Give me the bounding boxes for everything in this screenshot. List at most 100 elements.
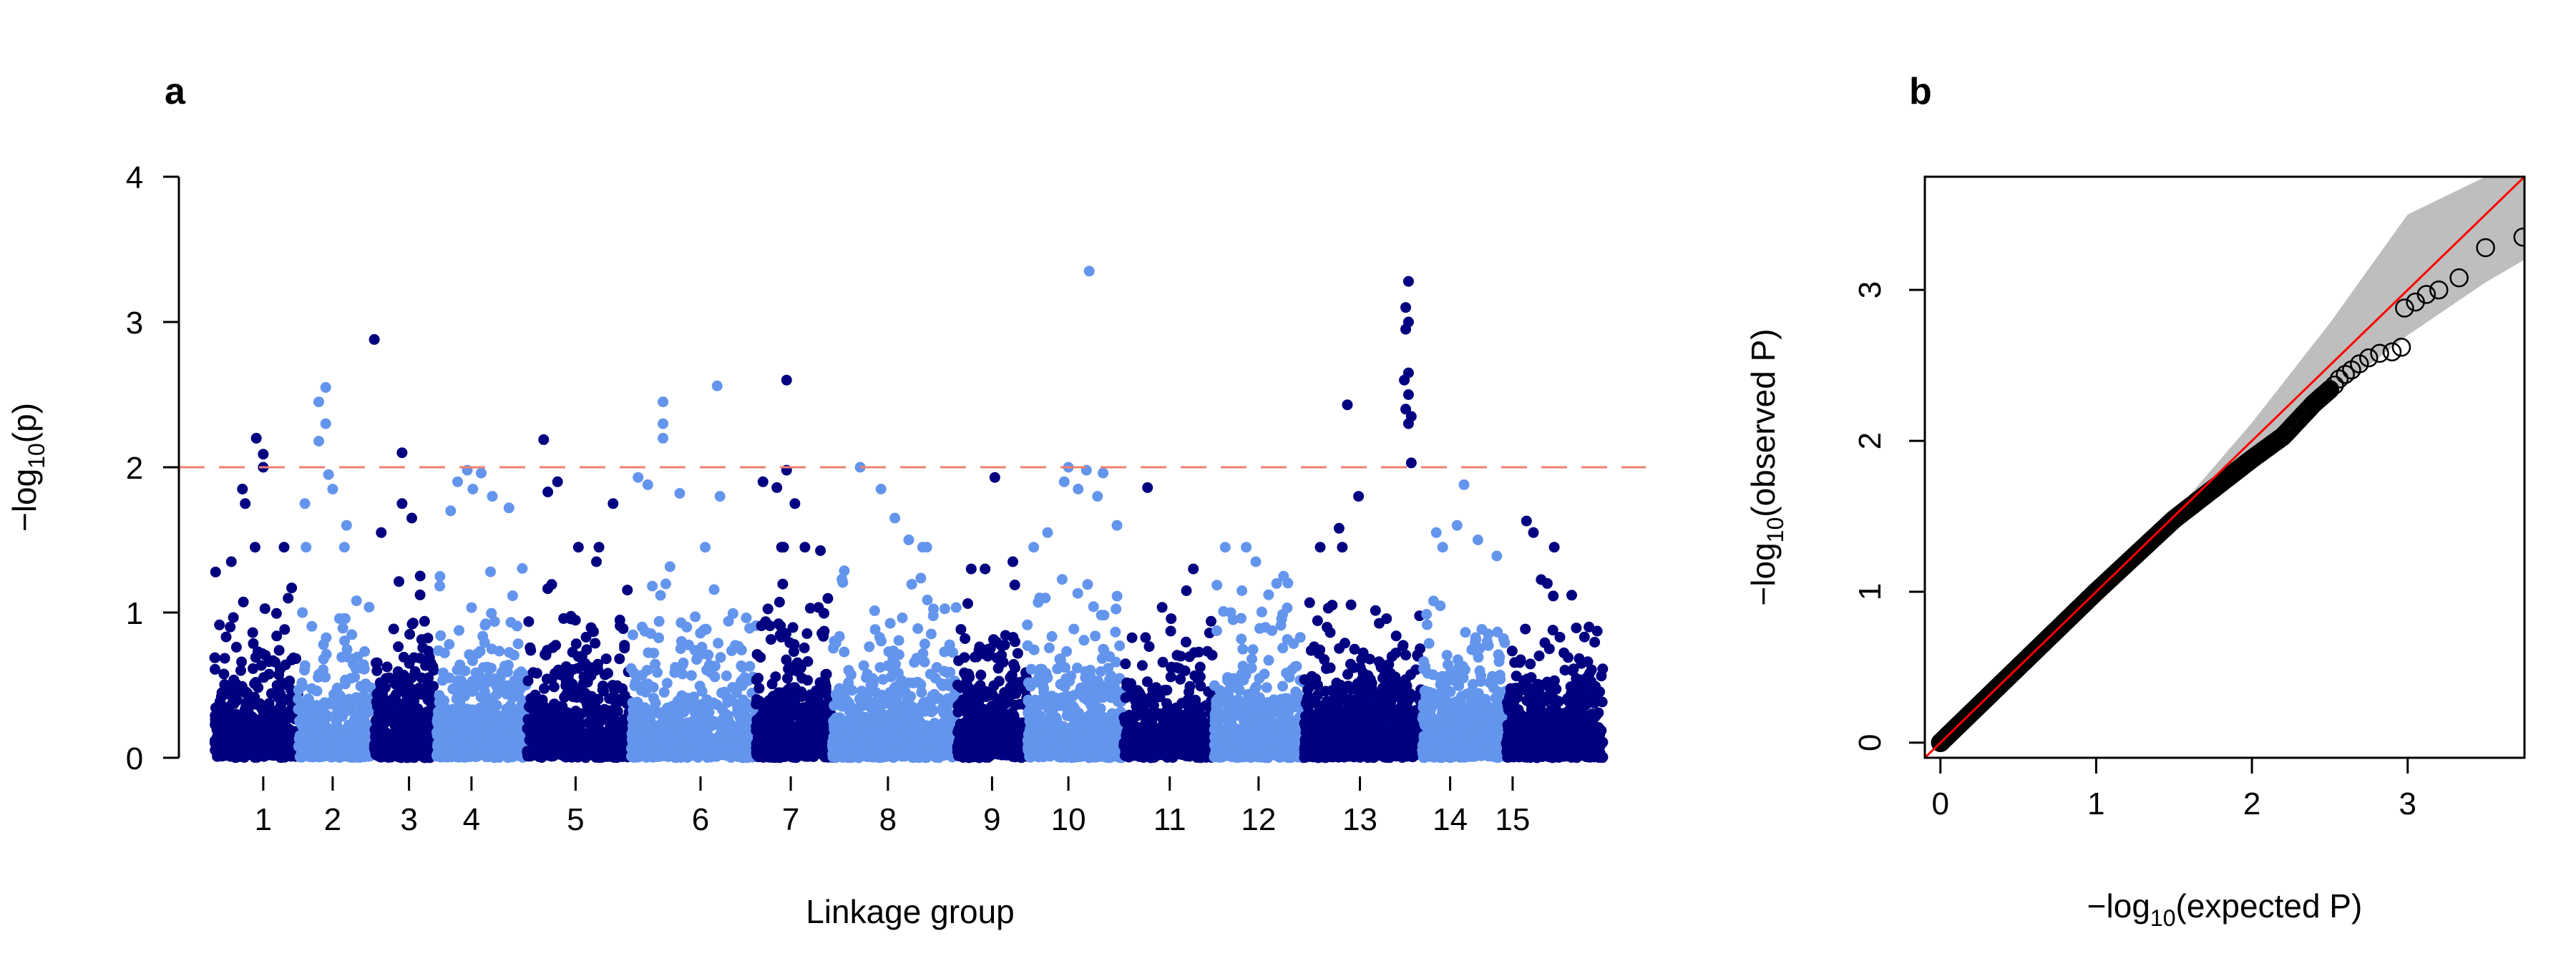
snp-point [477,630,489,642]
snp-point [619,643,630,654]
snp-point [436,718,448,729]
snp-point [435,630,447,641]
snp-point [416,724,428,736]
snp-point [381,661,393,673]
snp-point [765,696,776,708]
snp-point [275,743,287,754]
snp-point [561,688,572,700]
snp-peak-point [406,512,417,524]
snp-point [975,669,987,680]
snp-point [457,678,469,690]
snp-point [783,663,794,675]
snp-point [703,746,714,758]
snp-point [496,667,507,678]
snp-point [801,628,813,639]
snp-point [953,655,965,666]
snp-point [321,709,332,721]
snp-point [393,641,404,653]
snp-point [822,592,834,604]
snp-peak-point [503,502,514,514]
snp-point [571,747,582,758]
snp-point [906,579,917,590]
snp-point [230,741,242,751]
snp-point [434,580,446,592]
snp-point [337,623,348,634]
snp-peak-point [658,432,669,444]
snp-point [777,578,789,590]
snp-point [919,656,930,668]
snp-point [854,730,866,741]
snp-point [539,683,550,694]
snp-point [674,717,686,728]
snp-point [636,670,648,681]
snp-point [311,686,323,697]
snp-point [839,565,850,577]
snp-point [728,750,739,761]
snp-point [816,734,828,746]
snp-point [466,602,477,613]
snp-point [364,602,375,613]
snp-peak-point [323,469,334,480]
snp-point [672,696,683,707]
snp-point [219,653,230,664]
snp-point [588,626,599,638]
snp-point [414,653,426,664]
snp-point [590,638,601,649]
snp-point [454,662,465,673]
snp-peak-point [369,333,380,345]
snp-point [275,715,287,726]
snp-point [784,637,796,648]
snp-point [406,736,418,748]
snp-point [877,674,889,685]
snp-peak-point [633,472,644,483]
snp-peak-point [674,488,686,499]
snp-peak-point [903,535,914,545]
snp-point [643,647,654,658]
snp-point [703,707,715,718]
snp-point [454,689,464,701]
snp-point [572,684,584,696]
snp-point [721,737,733,748]
snp-point [766,722,777,733]
snp-point [210,744,221,756]
snp-point [273,645,285,656]
snp-point [567,664,578,675]
snp-point [427,661,439,672]
snp-point [346,724,357,735]
snp-point [939,646,950,658]
snp-point [414,570,426,582]
snp-point [443,745,454,756]
snp-point [361,718,372,730]
snp-point [593,542,605,553]
snp-point [333,722,344,733]
snp-point [572,713,584,725]
snp-point [334,690,346,701]
snp-point [377,688,388,700]
snp-point [338,613,349,624]
snp-point [506,680,517,691]
snp-point [248,638,259,649]
snp-point [852,706,864,718]
snp-point [414,711,424,723]
snp-point [507,590,518,602]
snp-point [304,717,316,728]
snp-point [354,704,365,715]
snp-point [955,624,967,635]
snp-point [694,680,706,692]
snp-peak-point [771,482,783,493]
snp-point [570,638,582,650]
snp-point [690,611,701,623]
snp-point [787,622,799,633]
snp-point [717,704,728,716]
snp-point [630,712,641,723]
snp-peak-point [240,498,251,509]
snp-point [602,751,613,762]
snp-point [664,561,675,572]
snp-point [384,731,395,743]
snp-point [318,653,329,665]
snp-point [572,726,583,738]
snp-point [711,719,722,731]
snp-point [422,633,434,644]
snp-point [942,667,954,678]
